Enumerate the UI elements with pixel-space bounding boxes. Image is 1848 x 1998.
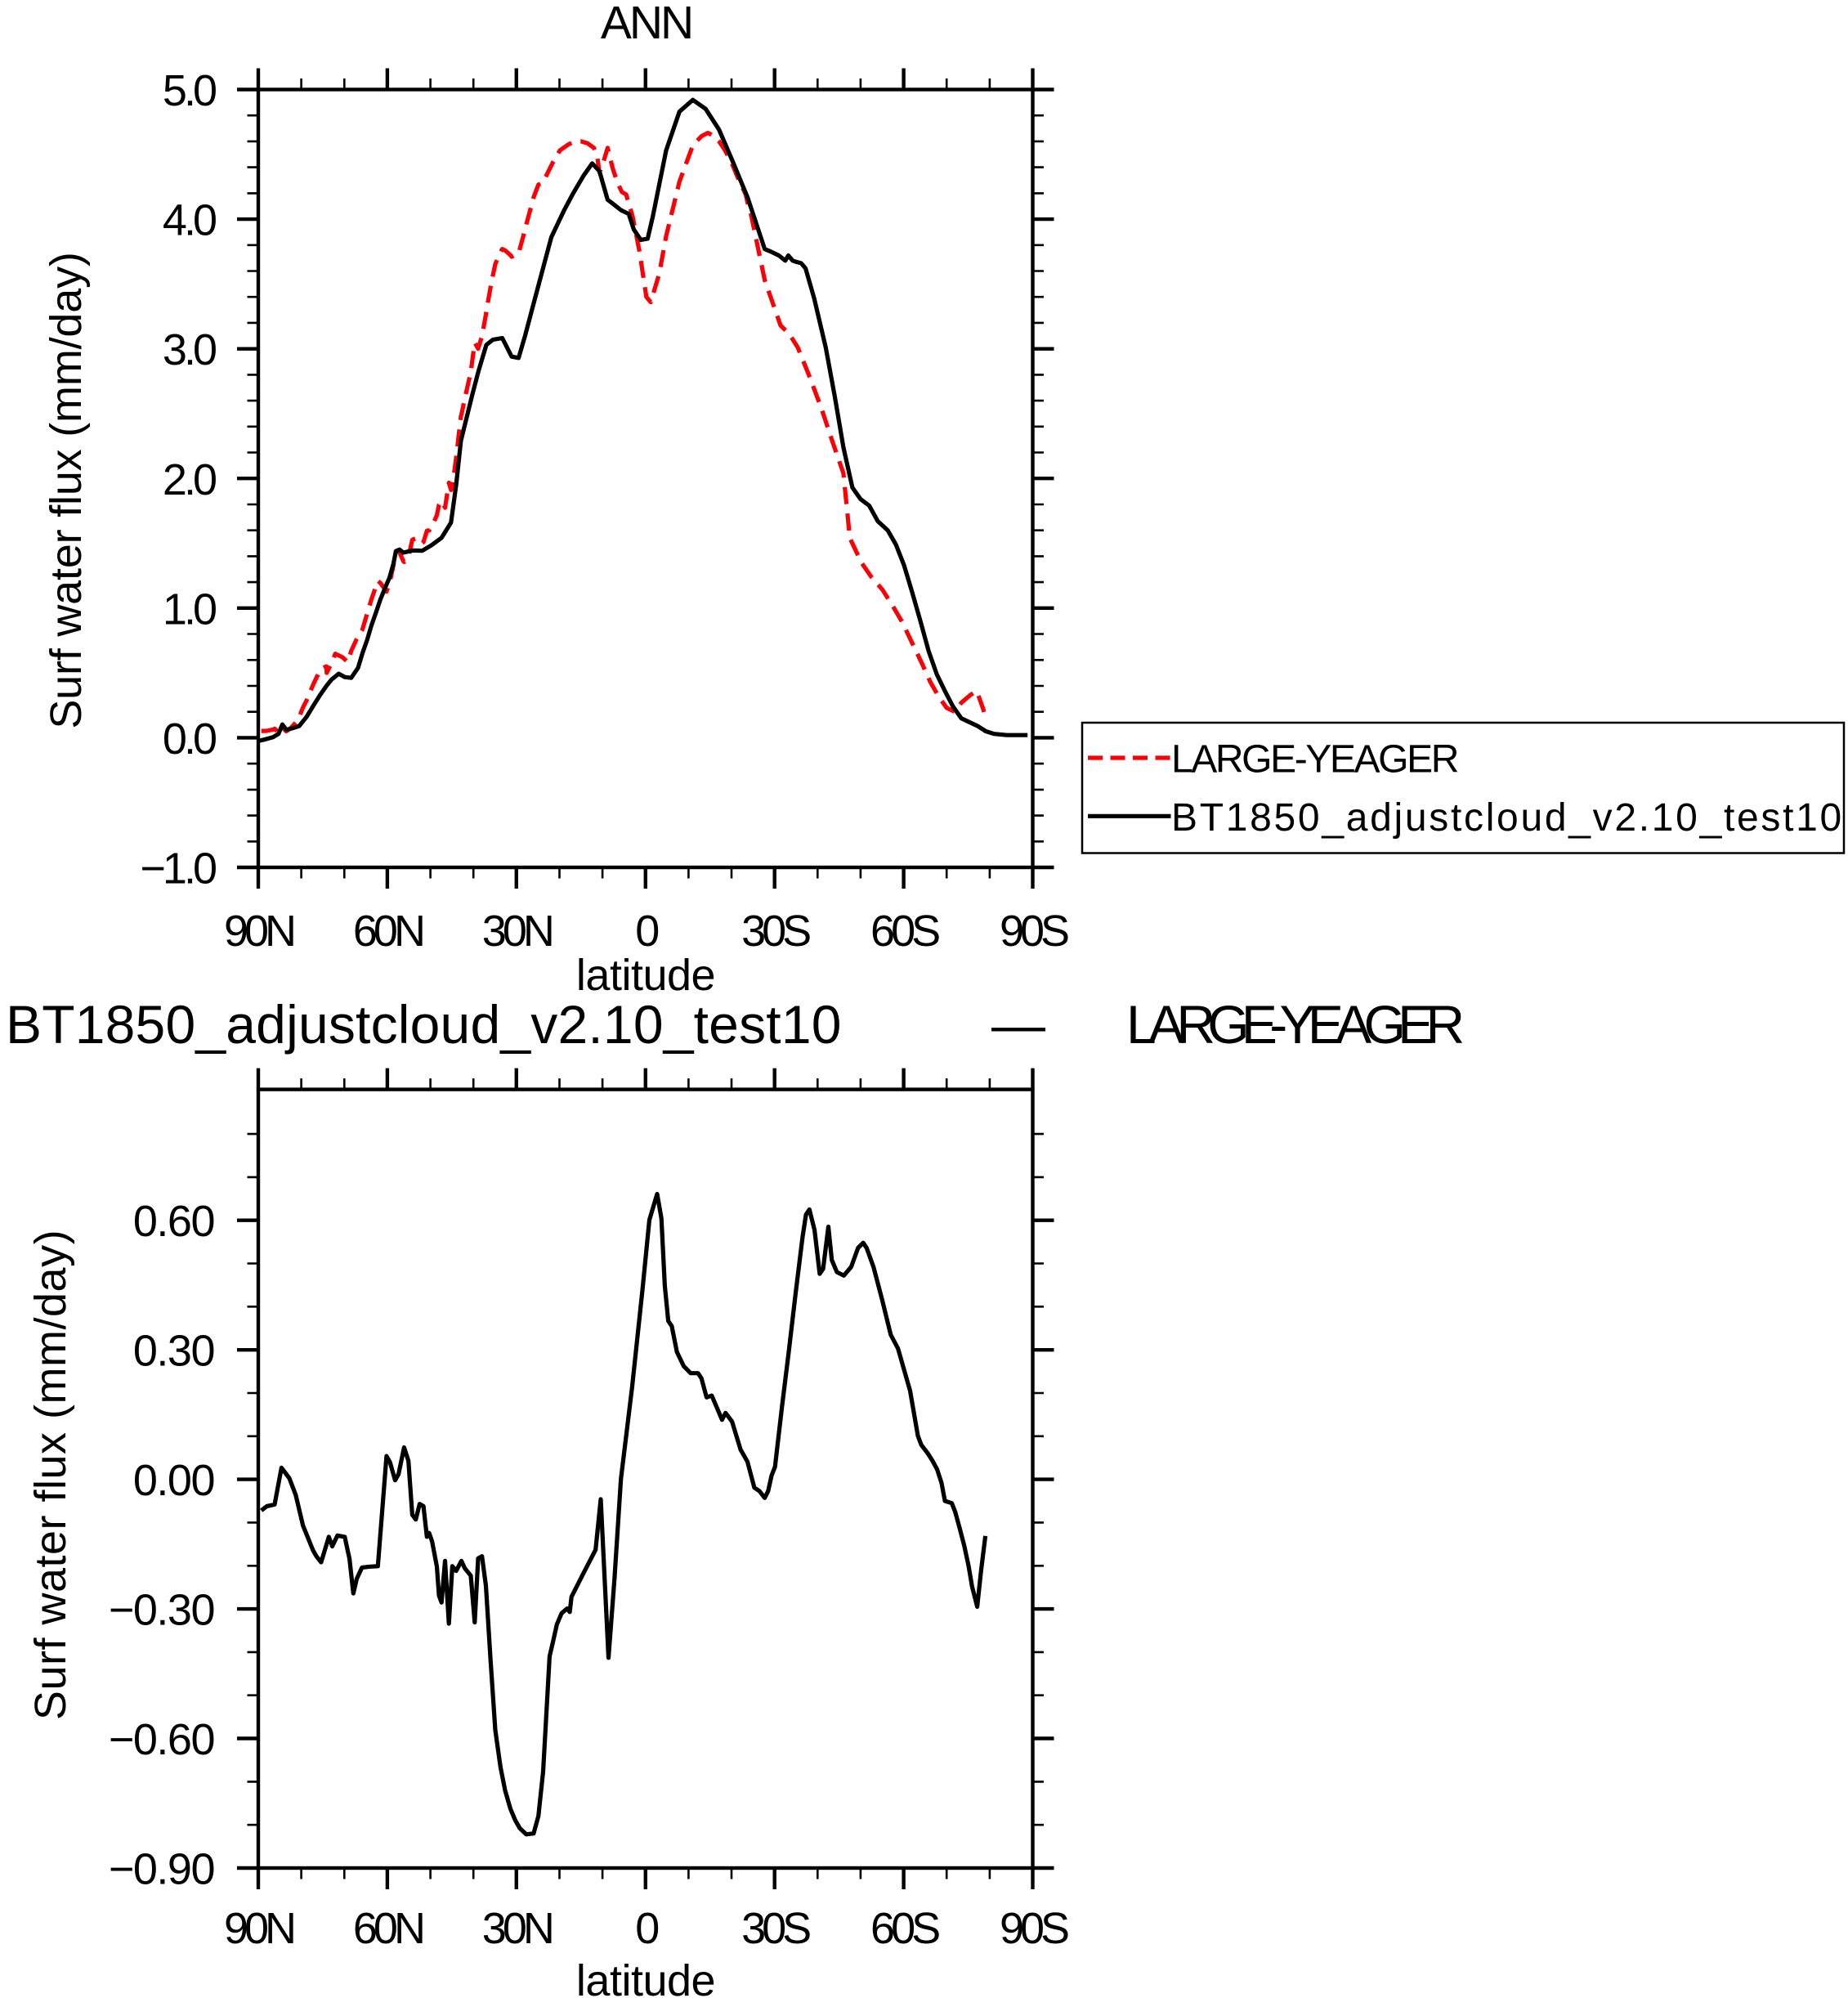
- svg-text:60N: 60N: [353, 907, 423, 956]
- svg-text:90N: 90N: [224, 907, 293, 956]
- svg-text:90N: 90N: [224, 1904, 293, 1953]
- svg-text:−0.60: −0.60: [109, 1715, 214, 1764]
- svg-text:0.30: 0.30: [133, 1327, 214, 1376]
- svg-text:—: —: [991, 994, 1045, 1055]
- svg-text:ANN: ANN: [601, 0, 691, 49]
- svg-text:60S: 60S: [870, 907, 939, 956]
- svg-text:4.0: 4.0: [163, 196, 216, 245]
- svg-text:LARGE-YEAGER: LARGE-YEAGER: [1126, 994, 1462, 1055]
- svg-text:Surf water flux (mm/day): Surf water flux (mm/day): [26, 1230, 75, 1720]
- svg-text:BT1850_adjustcloud_v2.10_test1: BT1850_adjustcloud_v2.10_test10: [6, 994, 842, 1055]
- svg-text:0.60: 0.60: [133, 1197, 214, 1246]
- svg-text:−0.90: −0.90: [109, 1845, 214, 1894]
- svg-text:0: 0: [635, 1904, 658, 1953]
- svg-text:90S: 90S: [1000, 907, 1068, 956]
- svg-text:90S: 90S: [1000, 1904, 1068, 1953]
- svg-text:3.0: 3.0: [163, 325, 216, 374]
- svg-text:30S: 30S: [741, 1904, 810, 1953]
- svg-text:−1.0: −1.0: [140, 844, 216, 894]
- svg-text:60S: 60S: [870, 1904, 939, 1953]
- svg-text:−0.30: −0.30: [109, 1586, 214, 1635]
- svg-text:0.00: 0.00: [133, 1456, 214, 1505]
- svg-text:0.0: 0.0: [163, 715, 216, 764]
- svg-text:1.0: 1.0: [163, 585, 216, 634]
- svg-text:30N: 30N: [482, 1904, 552, 1953]
- svg-text:BT1850_adjustcloud_v2.10_test1: BT1850_adjustcloud_v2.10_test10: [1171, 796, 1844, 840]
- svg-text:30S: 30S: [741, 907, 810, 956]
- svg-text:60N: 60N: [353, 1904, 423, 1953]
- svg-text:30N: 30N: [482, 907, 552, 956]
- svg-text:LARGE-YEAGER: LARGE-YEAGER: [1171, 738, 1458, 782]
- svg-text:latitude: latitude: [576, 1956, 715, 1998]
- svg-text:2.0: 2.0: [163, 455, 216, 504]
- svg-text:0: 0: [635, 907, 658, 956]
- svg-text:Surf water flux (mm/day): Surf water flux (mm/day): [42, 252, 91, 728]
- svg-text:latitude: latitude: [576, 951, 715, 1000]
- svg-text:5.0: 5.0: [163, 66, 216, 115]
